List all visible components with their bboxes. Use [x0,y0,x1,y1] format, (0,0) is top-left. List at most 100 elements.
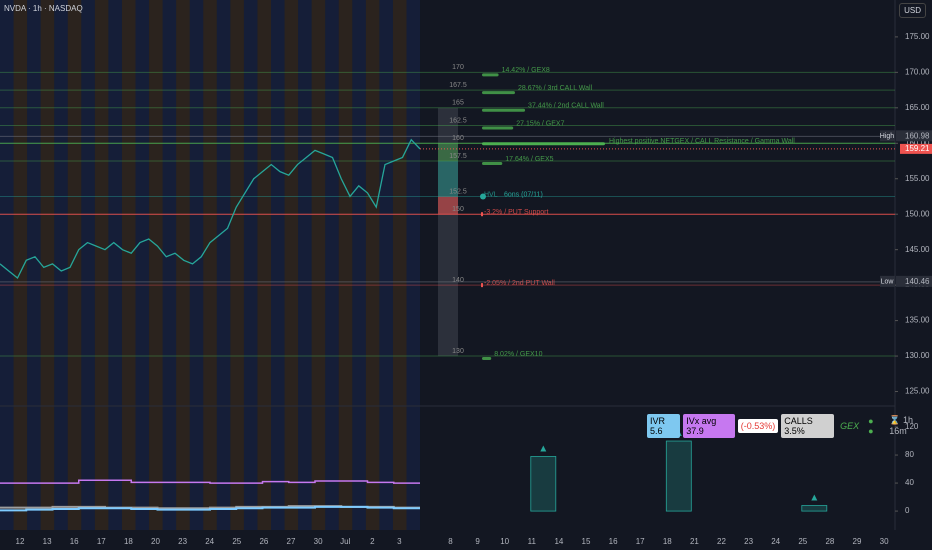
session-stripe [392,0,407,530]
session-stripe [298,0,312,530]
x-tick-label: 9 [475,537,480,546]
session-stripe [67,0,82,530]
dot: ● ● [868,415,874,436]
y-tick-label: 0 [905,506,910,515]
session-stripe [81,0,95,530]
gex-bar [482,357,492,361]
gex-badge: GEX [840,420,860,431]
x-tick-label: 27 [287,537,296,546]
indicator-line [0,505,420,512]
x-tick-label: 16 [70,537,79,546]
session-stripe [230,0,244,530]
x-tick-label: 24 [771,537,780,546]
y-tick-label: 160.00 [905,138,930,147]
level-label: -3.2% / PUT Support [484,209,549,216]
y-tick-label: 80 [905,450,914,459]
level-label: -2.05% / 2nd PUT Wall [484,280,555,287]
put-zone [438,196,458,215]
session-stripe [352,0,366,530]
x-tick-label: 17 [636,537,645,546]
y-tick-label: 155.00 [905,174,930,183]
gex-bar [482,73,499,77]
gex-column [801,505,828,512]
x-tick-label: 12 [16,537,25,546]
up-arrow [811,494,818,501]
high-label: High [880,133,895,140]
x-tick-label: 10 [500,537,509,546]
y-tick-label: 175.00 [905,32,930,41]
session-stripe [0,0,14,530]
level-strike: 130 [452,348,464,355]
x-tick-label: 25 [232,537,241,546]
gex-column [665,440,692,512]
level-label: 8.02% / GEX10 [494,351,542,358]
x-tick-label: 26 [259,537,268,546]
x-tick-label: 22 [717,537,726,546]
y-tick-label: 40 [905,478,914,487]
level-strike: 167.5 [449,82,467,89]
session-stripe [203,0,217,530]
session-stripe [325,0,339,530]
put-marker [481,212,483,217]
session-stripe [162,0,177,530]
call-zone [438,143,458,162]
last-value: 159.21 [905,144,930,153]
session-stripe [121,0,136,530]
hvl-zone [438,161,458,197]
session-stripe [338,0,353,530]
x-tick-label: 15 [582,537,591,546]
change-badge: (-0.53%) [737,418,779,433]
session-stripe [243,0,258,530]
gex-bar [482,126,514,130]
session-stripe [379,0,393,530]
x-tick-label: 17 [97,537,106,546]
session-stripe [176,0,190,530]
low-value: 140.46 [905,277,930,286]
level-label: 27.15% / GEX7 [516,120,564,127]
y-tick-label: 135.00 [905,316,930,325]
gex-bar [482,142,605,146]
level-note: 6ons (07/11) [504,191,543,198]
x-tick-label: Jul [340,537,350,546]
level-strike: 160 [452,135,464,142]
y-tick-label: 170.00 [905,67,930,76]
session-stripe [27,0,41,530]
indicator-line [0,479,420,484]
session-stripe [54,0,68,530]
x-tick-label: 11 [528,537,537,546]
badges: IVR 5.6 IVx avg 37.9 (-0.53%) CALLS 3.5%… [647,413,932,438]
ivr-badge: IVR 5.6 [647,413,681,438]
x-tick-label: 18 [124,537,133,546]
x-tick-label: 24 [205,537,214,546]
session-stripe [365,0,380,530]
level-strike: 165 [452,100,464,107]
x-tick-label: 16 [609,537,618,546]
calls-badge: CALLS 3.5% [781,413,835,438]
x-tick-label: 13 [43,537,52,546]
level-strike: 170 [452,64,464,71]
y-tick-label: 120 [905,422,919,431]
hvl-dot [480,193,486,200]
low-box [880,275,895,287]
currency[interactable]: USD [899,3,926,18]
symbol: NVDA · 1h · NASDAQ [4,4,83,13]
put-marker [481,283,483,288]
session-stripe [13,0,28,530]
gex-bar [482,108,526,112]
session-stripe [271,0,285,530]
high-value: 160.98 [905,131,930,140]
level-strike: 162.5 [449,117,467,124]
ivx-badge: IVx avg 37.9 [683,413,735,438]
x-tick-label: 30 [880,537,889,546]
session-stripe [216,0,231,530]
y-tick-label: 130.00 [905,351,930,360]
x-tick-label: 25 [798,537,807,546]
session-stripe [108,0,122,530]
low-value-box [896,275,932,287]
level-strike: 157.5 [449,153,467,160]
session-stripe [311,0,326,530]
level-label: 37.44% / 2nd CALL Wall [528,103,604,110]
high-box [880,130,895,142]
x-tick-label: 14 [554,537,563,546]
